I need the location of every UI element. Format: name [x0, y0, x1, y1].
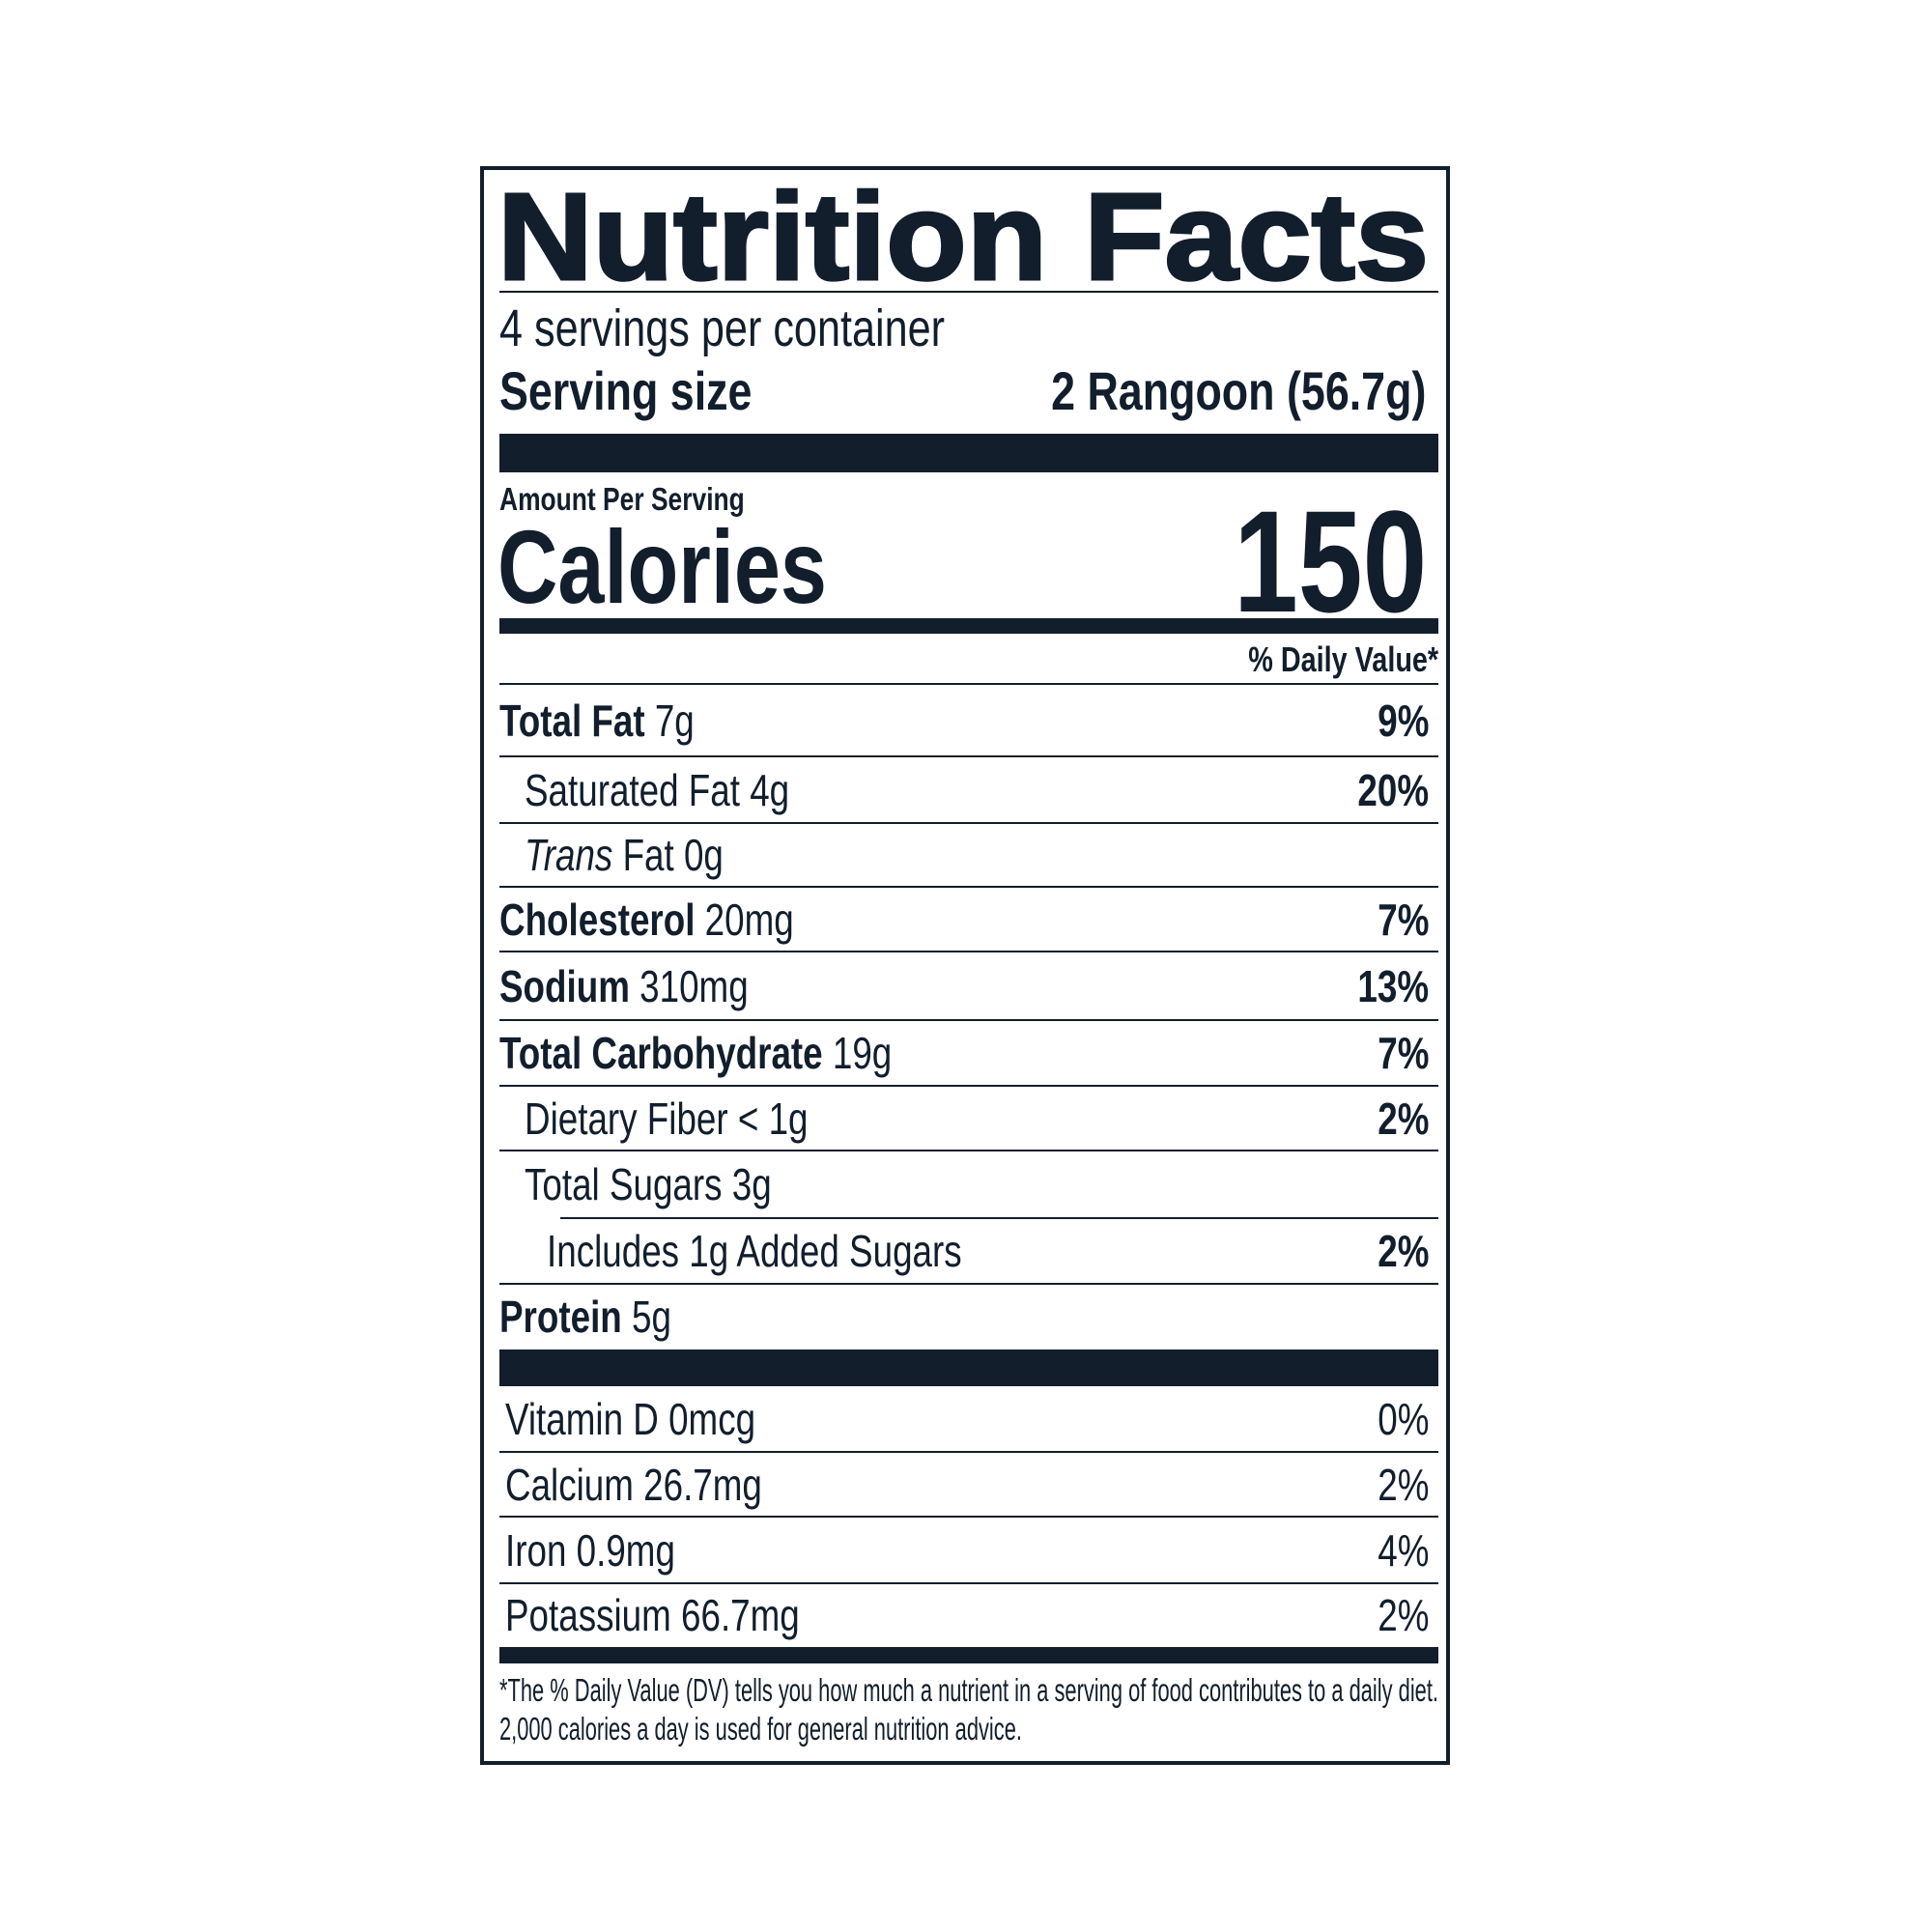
vitamin-daily-value: 0%	[1377, 1394, 1429, 1444]
row-divider	[499, 1582, 1438, 1584]
nutrient-daily-value: 9%	[1377, 696, 1429, 746]
vitamin-daily-value: 2%	[1377, 1459, 1429, 1510]
title-divider	[499, 291, 1438, 293]
nutrient-name: Protein	[499, 1292, 622, 1342]
vitamin-row: Calcium 26.7mg 2%	[499, 1452, 1438, 1517]
vitamin-label: Potassium 66.7mg	[505, 1590, 800, 1640]
amount-per-serving-wrap: Amount Per Serving	[499, 481, 806, 518]
serving-size-label-wrap: Serving size	[499, 359, 815, 423]
nutrient-name: Trans	[525, 830, 613, 880]
thick-divider-bottom	[499, 1647, 1438, 1663]
nutrient-amount: 310mg	[639, 960, 749, 1011]
nutrient-name-suffix: Fat	[622, 830, 674, 880]
nutrient-label-group: Total Carbohydrate 19g	[499, 1027, 892, 1079]
nutrient-daily-value: 7%	[1377, 894, 1429, 945]
daily-value-divider	[499, 683, 1438, 685]
calories-label-wrap: Calories	[497, 512, 909, 622]
nutrient-amount: 0g	[683, 830, 724, 880]
nutrient-row: Cholesterol 20mg 7%	[499, 887, 1438, 952]
nutrient-row: Saturated Fat 4g 20%	[499, 756, 1438, 823]
footnote-line2-wrap: 2,000 calories a day is used for general…	[499, 1710, 1288, 1748]
calories-label: Calories	[497, 508, 827, 625]
nutrient-amount: < 1g	[737, 1093, 809, 1144]
nutrient-label-group: Total Fat 7g	[499, 695, 695, 747]
serving-size-value: 2 Rangoon (56.7g)	[1050, 360, 1426, 421]
nutrient-daily-value: 20%	[1357, 764, 1429, 815]
nutrient-row: Total Sugars 3g	[499, 1151, 1438, 1218]
nutrient-row: Total Carbohydrate 19g 7%	[499, 1020, 1438, 1086]
nutrition-facts-title: Nutrition Facts	[496, 168, 1430, 306]
nutrient-label-group: Saturated Fat 4g	[525, 764, 789, 816]
nutrient-row: Trans Fat 0g	[499, 823, 1438, 887]
serving-size-label: Serving size	[499, 360, 753, 421]
nutrient-daily-value: 2%	[1377, 1226, 1429, 1276]
nutrient-label-group: Dietary Fiber < 1g	[525, 1093, 809, 1145]
vitamin-row: Iron 0.9mg 4%	[499, 1517, 1438, 1583]
nutrient-label-group: Includes 1g Added Sugars	[547, 1225, 962, 1277]
row-divider	[560, 1217, 1438, 1219]
calories-value: 150	[1233, 480, 1427, 642]
nutrient-name: Total Sugars	[525, 1159, 723, 1209]
row-divider	[499, 951, 1438, 952]
vitamin-daily-value: 4%	[1377, 1524, 1429, 1576]
vitamin-daily-value: 2%	[1377, 1590, 1429, 1640]
nutrient-amount: 20mg	[704, 894, 794, 945]
nutrient-label-group: Sodium 310mg	[499, 960, 749, 1012]
footnote-line2: 2,000 calories a day is used for general…	[499, 1711, 1022, 1747]
thick-divider-top	[499, 434, 1438, 472]
calories-divider	[499, 618, 1438, 634]
nutrient-name: Sodium	[499, 960, 630, 1011]
nutrient-name: Total Carbohydrate	[499, 1028, 823, 1078]
row-divider	[499, 822, 1438, 824]
nutrient-amount: 5g	[632, 1292, 671, 1342]
calories-value-wrap: 150	[1185, 489, 1427, 634]
nutrient-name: Cholesterol	[499, 894, 696, 945]
row-divider	[499, 1283, 1438, 1285]
row-divider	[499, 1451, 1438, 1453]
nutrient-row: Total Fat 7g 9%	[499, 685, 1438, 756]
nutrient-name: Dietary Fiber	[525, 1093, 728, 1144]
nutrient-daily-value: 2%	[1377, 1093, 1429, 1144]
vitamin-row: Potassium 66.7mg 2%	[499, 1583, 1438, 1647]
nutrient-label-group: Protein 5g	[499, 1291, 671, 1343]
vitamin-label: Iron 0.9mg	[505, 1524, 675, 1576]
nutrient-label-group: Trans Fat 0g	[525, 829, 724, 881]
row-divider	[499, 1516, 1438, 1518]
nutrient-name: Saturated Fat	[525, 764, 740, 815]
nutrient-row: Sodium 310mg 13%	[499, 952, 1438, 1020]
vitamin-label: Calcium 26.7mg	[505, 1459, 762, 1510]
footnote-line1-wrap: *The % Daily Value (DV) tells you how mu…	[499, 1671, 1917, 1710]
daily-value-header-wrap: % Daily Value*	[1201, 639, 1438, 680]
nutrient-amount: 3g	[731, 1159, 772, 1209]
nutrient-row: Protein 5g	[499, 1284, 1438, 1350]
nutrient-amount: 19g	[832, 1028, 893, 1078]
nutrient-daily-value: 7%	[1377, 1028, 1429, 1078]
nutrition-facts-panel	[480, 166, 1450, 1765]
nutrient-amount: 4g	[750, 764, 790, 815]
nutrient-amount: 7g	[654, 696, 695, 746]
nutrient-name: Total Fat	[499, 696, 645, 746]
vitamin-label: Vitamin D 0mcg	[505, 1394, 756, 1444]
nutrient-row: Dietary Fiber < 1g 2%	[499, 1086, 1438, 1151]
row-divider	[499, 886, 1438, 888]
nutrient-label-group: Cholesterol 20mg	[499, 894, 794, 946]
vitamin-row: Vitamin D 0mcg 0%	[499, 1386, 1438, 1452]
thick-divider-vitamins	[499, 1350, 1438, 1386]
row-divider	[499, 1019, 1438, 1021]
footnote-line1: *The % Daily Value (DV) tells you how mu…	[499, 1672, 1438, 1708]
row-divider	[499, 1085, 1438, 1087]
nutrient-name: Includes 1g Added Sugars	[547, 1226, 962, 1276]
serving-size-value-wrap: 2 Rangoon (56.7g)	[957, 359, 1426, 423]
servings-wrap: 4 servings per container	[499, 298, 1056, 359]
amount-per-serving: Amount Per Serving	[499, 481, 745, 517]
daily-value-header: % Daily Value*	[1248, 639, 1438, 679]
row-divider	[499, 1150, 1438, 1151]
nutrient-row: Includes 1g Added Sugars 2%	[499, 1218, 1438, 1284]
nutrient-daily-value: 13%	[1357, 960, 1429, 1011]
row-divider	[499, 755, 1438, 757]
servings-per-container: 4 servings per container	[499, 299, 946, 357]
title-wrap: Nutrition Facts	[496, 168, 1430, 306]
nutrient-label-group: Total Sugars 3g	[525, 1158, 772, 1210]
